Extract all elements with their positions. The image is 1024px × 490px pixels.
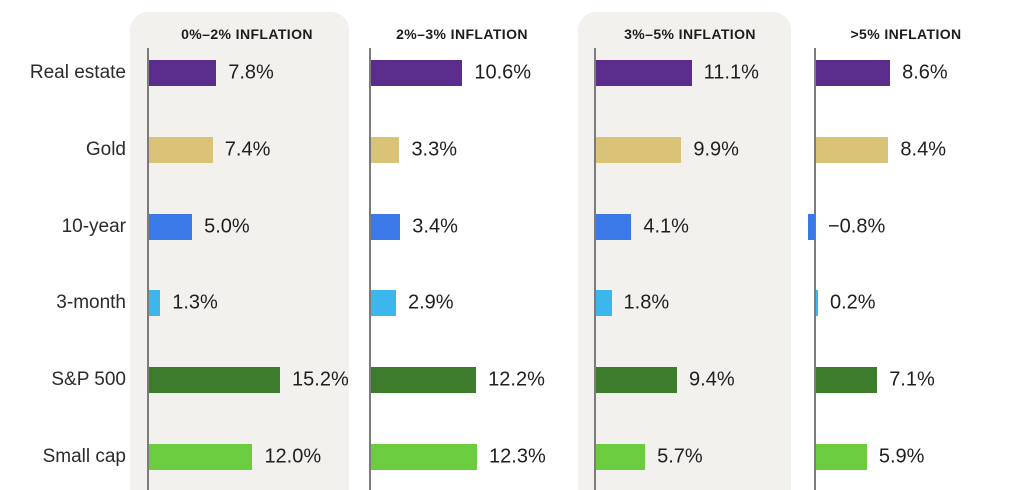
bar-s-p-500-panel-1 [149, 367, 281, 394]
bar-3-month-panel-4 [816, 290, 818, 317]
row-label-real-estate: Real estate [29, 62, 126, 83]
value-label-real-estate-panel-2: 10.6% [474, 61, 532, 84]
bar-small-cap-panel-1 [149, 444, 253, 470]
value-label-real-estate-panel-4: 8.6% [902, 61, 948, 84]
value-label-s-p-500-panel-4: 7.1% [889, 368, 935, 391]
panel-background-3 [578, 12, 791, 490]
y-axis-line-2 [369, 48, 371, 490]
panel-header-0-2-inflation: 0%–2% INFLATION [181, 26, 313, 42]
bar-s-p-500-panel-2 [371, 367, 477, 394]
value-label-10-year-panel-3: 4.1% [643, 215, 689, 238]
value-label-small-cap-panel-3: 5.7% [657, 445, 703, 468]
bar-10-year-panel-2 [371, 213, 401, 240]
bar-3-month-panel-3 [596, 290, 612, 317]
value-label-real-estate-panel-1: 7.8% [228, 61, 274, 84]
panel-header-3-5-inflation: 3%–5% INFLATION [624, 26, 756, 42]
value-label-small-cap-panel-1: 12.0% [264, 445, 322, 468]
bar-10-year-panel-1 [149, 213, 193, 240]
y-axis-line-4 [814, 48, 816, 490]
value-label-s-p-500-panel-3: 9.4% [689, 368, 735, 391]
panel-background-1 [130, 12, 349, 490]
value-label-3-month-panel-4: 0.2% [830, 291, 876, 314]
y-axis-line-3 [594, 48, 596, 490]
row-label-3-month: 3-month [56, 292, 126, 314]
bar-small-cap-panel-2 [371, 444, 478, 470]
panel-header-2-3-inflation: 2%–3% INFLATION [396, 26, 528, 42]
bar-10-year-panel-3 [596, 213, 632, 240]
bar-small-cap-panel-4 [816, 444, 867, 470]
value-label-10-year-panel-1: 5.0% [204, 215, 250, 238]
row-label-small-cap: Small cap [42, 446, 126, 467]
row-label-gold: Gold [85, 138, 126, 160]
value-label-s-p-500-panel-2: 12.2% [488, 368, 545, 391]
value-label-gold-panel-1: 7.4% [224, 138, 271, 161]
value-label-gold-panel-4: 8.4% [900, 138, 946, 161]
value-label-3-month-panel-1: 1.3% [172, 291, 218, 314]
value-label-10-year-panel-2: 3.4% [412, 215, 458, 238]
bar-real-estate-panel-4 [816, 60, 891, 86]
bar-s-p-500-panel-4 [816, 367, 878, 394]
bar-gold-panel-2 [371, 136, 400, 163]
bar-3-month-panel-1 [149, 290, 161, 317]
bar-gold-panel-1 [149, 136, 213, 163]
bar-3-month-panel-2 [371, 290, 396, 317]
y-axis-line-1 [147, 48, 149, 490]
bar-gold-panel-3 [596, 136, 682, 163]
value-label-gold-panel-3: 9.9% [693, 138, 739, 161]
value-label-3-month-panel-3: 1.8% [623, 291, 670, 314]
value-label-3-month-panel-2: 2.9% [407, 291, 454, 314]
row-label-s-p-500: S&P 500 [51, 369, 126, 391]
bar-real-estate-panel-1 [149, 60, 217, 86]
bar-real-estate-panel-2 [371, 60, 463, 86]
value-label-gold-panel-2: 3.3% [411, 138, 458, 161]
row-label-10-year: 10-year [61, 215, 126, 237]
bar-s-p-500-panel-3 [596, 367, 678, 394]
value-label-s-p-500-panel-1: 15.2% [292, 368, 349, 391]
value-label-small-cap-panel-4: 5.9% [878, 445, 925, 468]
bar-real-estate-panel-3 [596, 60, 692, 86]
bar-10-year-panel-4 [808, 213, 815, 240]
bar-gold-panel-4 [816, 136, 889, 163]
value-label-10-year-panel-4: −0.8% [828, 215, 886, 238]
panel-header-5-inflation: >5% INFLATION [850, 26, 962, 42]
value-label-small-cap-panel-2: 12.3% [489, 445, 546, 468]
bar-small-cap-panel-3 [596, 444, 646, 470]
value-label-real-estate-panel-3: 11.1% [703, 61, 759, 84]
